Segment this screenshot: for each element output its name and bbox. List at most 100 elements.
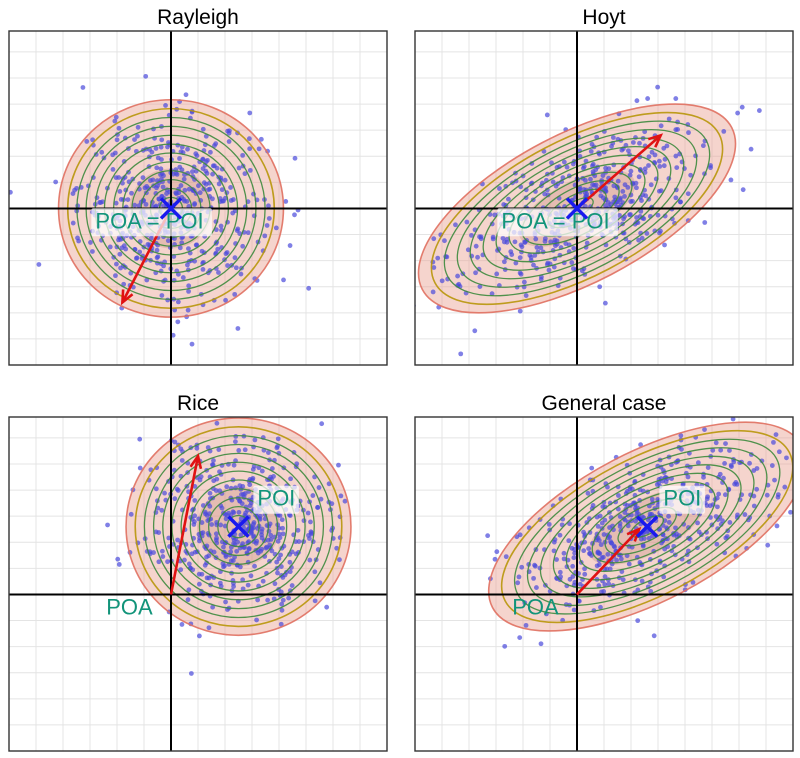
scatter-point bbox=[721, 475, 726, 481]
scatter-point bbox=[137, 436, 143, 442]
scatter-point bbox=[581, 529, 586, 535]
plot-area: POI POA bbox=[414, 416, 794, 752]
scatter-point bbox=[228, 198, 234, 203]
arrow-shaft bbox=[576, 134, 662, 210]
scatter-point bbox=[720, 518, 725, 524]
scatter-point bbox=[275, 444, 280, 449]
scatter-point bbox=[296, 539, 302, 544]
scatter-point bbox=[584, 191, 590, 197]
scatter-point bbox=[278, 621, 284, 627]
scatter-point bbox=[309, 530, 314, 536]
scatter-point bbox=[142, 185, 148, 191]
scatter-point bbox=[453, 222, 458, 228]
scatter-point bbox=[287, 569, 293, 575]
scatter-point bbox=[293, 551, 299, 557]
scatter-point bbox=[181, 176, 187, 182]
contour-ring bbox=[565, 472, 729, 581]
scatter-point bbox=[276, 531, 282, 537]
scatter-point bbox=[247, 146, 253, 152]
scatter-point bbox=[310, 493, 316, 498]
scatter-point bbox=[584, 240, 590, 246]
scatter-point bbox=[116, 562, 122, 567]
scatter-point bbox=[156, 196, 162, 202]
scatter-point bbox=[639, 235, 645, 241]
scatter-point bbox=[644, 529, 650, 535]
poi-cross-icon bbox=[565, 197, 589, 220]
scatter-point bbox=[80, 85, 86, 90]
scatter-point bbox=[599, 589, 604, 595]
scatter-point bbox=[497, 186, 502, 191]
scatter-point bbox=[554, 557, 559, 562]
scatter-point bbox=[268, 537, 274, 542]
scatter-point bbox=[673, 153, 679, 159]
scatter-point bbox=[307, 536, 312, 541]
scatter-point bbox=[695, 460, 701, 466]
scatter-point bbox=[587, 550, 593, 556]
scatter-point bbox=[186, 246, 191, 251]
label-text: POI bbox=[663, 486, 701, 511]
scatter-point bbox=[231, 462, 237, 468]
scatter-point bbox=[272, 581, 278, 587]
scatter-point bbox=[329, 528, 335, 533]
scatter-point bbox=[211, 549, 217, 555]
scatter-point bbox=[316, 485, 322, 490]
scatter-point bbox=[159, 548, 165, 554]
scatter-point bbox=[148, 235, 154, 241]
scatter-point bbox=[623, 236, 629, 242]
contour-ring bbox=[152, 443, 325, 610]
scatter-point bbox=[657, 230, 662, 236]
contour-ring bbox=[539, 455, 755, 598]
scatter-point bbox=[113, 273, 118, 279]
scatter-point bbox=[473, 243, 479, 249]
scatter-point bbox=[329, 501, 335, 507]
scatter-point bbox=[469, 232, 474, 238]
scatter-point bbox=[500, 235, 506, 241]
label-text: POA = POI bbox=[95, 208, 203, 233]
scatter-point bbox=[194, 242, 200, 248]
scatter-point bbox=[582, 178, 588, 183]
scatter-point bbox=[609, 143, 614, 149]
arrow-head bbox=[647, 133, 664, 148]
scatter-point bbox=[279, 517, 285, 523]
scatter-point bbox=[232, 255, 238, 261]
scatter-point bbox=[183, 92, 189, 98]
scatter-point bbox=[105, 522, 110, 528]
scatter-point bbox=[255, 597, 261, 603]
scatter-point bbox=[242, 491, 248, 496]
scatter-point bbox=[173, 190, 179, 196]
scatter-point bbox=[730, 417, 736, 422]
scatter-point bbox=[648, 182, 654, 188]
panel-rice: Rice POI POA bbox=[8, 388, 388, 758]
scatter-point bbox=[156, 530, 162, 535]
label-box bbox=[497, 208, 618, 237]
scatter-point bbox=[9, 189, 13, 195]
contour-ring bbox=[443, 120, 711, 297]
scatter-point bbox=[688, 172, 694, 178]
scatter-point bbox=[602, 582, 608, 587]
scatter-point bbox=[132, 202, 138, 208]
scatter-point bbox=[611, 183, 617, 189]
scatter-point bbox=[248, 573, 254, 579]
poi-label: POI bbox=[253, 485, 299, 514]
scatter-point bbox=[240, 152, 246, 158]
scatter-point bbox=[179, 167, 185, 173]
contour-ring bbox=[226, 514, 251, 539]
scatter-point bbox=[179, 622, 185, 627]
scatter-point bbox=[222, 540, 228, 546]
scatter-point bbox=[107, 244, 113, 250]
scatter-point bbox=[315, 505, 320, 510]
scatter-point bbox=[136, 203, 142, 209]
scatter-point bbox=[588, 176, 593, 182]
scatter-point bbox=[581, 164, 587, 169]
scatter-point bbox=[515, 580, 521, 586]
scatter-point bbox=[119, 245, 125, 251]
scatter-point bbox=[190, 567, 196, 573]
scatter-point bbox=[237, 483, 243, 488]
scatter-point bbox=[593, 167, 599, 173]
scatter-point bbox=[705, 465, 711, 470]
scatter-point bbox=[728, 177, 734, 183]
scatter-point bbox=[210, 196, 215, 202]
scatter-point bbox=[170, 171, 176, 177]
scatter-point bbox=[217, 580, 223, 586]
scatter-point bbox=[210, 163, 216, 169]
